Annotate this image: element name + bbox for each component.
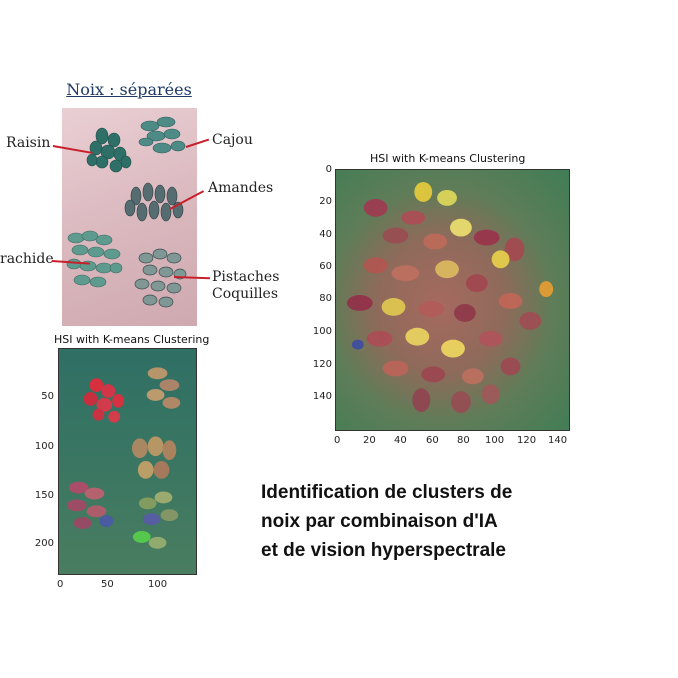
small-y-tick: 200 (34, 538, 54, 549)
cajou-cluster (138, 116, 186, 154)
large-x-tick: 140 (548, 435, 568, 446)
large-x-tick: 20 (363, 435, 376, 446)
caption-line-2: noix par combinaison d'IA (261, 511, 498, 532)
large-x-tick: 0 (334, 435, 341, 446)
label-arachide: rachide (0, 251, 54, 267)
large-y-tick: 120 (312, 359, 332, 370)
caption-line-1: Identification de clusters de (261, 482, 513, 503)
small-y-tick: 100 (34, 441, 54, 452)
large-x-tick: 120 (517, 435, 537, 446)
small-plot-title: HSI with K-means Clustering (54, 333, 210, 346)
large-x-tick: 80 (457, 435, 470, 446)
nuts-photo (62, 108, 197, 326)
large-y-tick: 60 (319, 261, 332, 272)
large-x-tick: 100 (485, 435, 505, 446)
small-hsi-clusters (66, 367, 181, 549)
large-y-tick: 80 (319, 293, 332, 304)
label-amandes: Amandes (208, 180, 274, 196)
large-y-tick: 100 (312, 326, 332, 337)
arachide-cluster (66, 230, 123, 288)
large-hsi-image (335, 169, 570, 431)
large-x-tick: 60 (426, 435, 439, 446)
large-y-tick: 0 (325, 164, 332, 175)
small-y-tick: 150 (34, 490, 54, 501)
photo-title: Noix : séparées (66, 80, 192, 99)
small-x-tick: 0 (57, 579, 64, 590)
small-x-tick: 50 (101, 579, 114, 590)
large-y-tick: 20 (319, 196, 332, 207)
label-coquilles: Coquilles (212, 286, 279, 302)
large-y-tick: 40 (319, 229, 332, 240)
large-hsi-clusters (346, 182, 554, 414)
large-x-tick: 40 (394, 435, 407, 446)
small-x-tick: 100 (148, 579, 168, 590)
large-plot-title: HSI with K-means Clustering (370, 152, 526, 165)
label-cajou: Cajou (212, 132, 253, 148)
label-pistaches: Pistaches (212, 269, 280, 285)
small-hsi-image (58, 348, 197, 575)
small-y-tick: 50 (41, 391, 54, 402)
caption: Identification de clusters de noix par c… (261, 478, 581, 565)
raisin-cluster (86, 127, 132, 173)
nuts-photo-drawing (66, 116, 187, 308)
large-y-tick: 140 (312, 391, 332, 402)
pistaches-cluster (134, 248, 187, 308)
caption-line-3: et de vision hyperspectrale (261, 540, 506, 561)
amandes-cluster (124, 182, 184, 222)
label-raisin: Raisin (6, 135, 51, 151)
